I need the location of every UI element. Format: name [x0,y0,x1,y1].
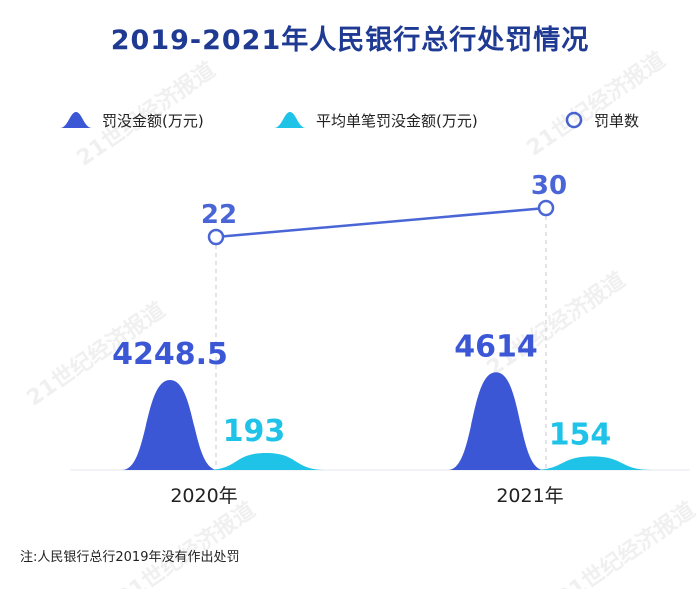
area-fine-amount [122,380,218,470]
legend-label-avg-fine: 平均单笔罚没金额(万元) [316,111,478,130]
label-ticket-count: 22 [201,200,237,230]
legend-swatch-fine-amount [60,112,92,128]
watermark-text: 21世纪经济报道 [112,497,260,589]
legend-swatch-ticket-count [565,111,583,129]
legend-item-fine-amount: 罚没金额(万元) [58,107,204,133]
label-fine-amount: 4614 [454,329,538,364]
series-line-ticket-count [215,206,547,239]
marker-ticket-count [207,228,225,246]
area-avg-fine [532,456,652,470]
label-fine-amount: 4248.5 [112,337,228,372]
area-fine-amount [448,372,544,470]
watermark-text: 21世纪经济报道 [72,57,220,172]
label-avg-fine: 193 [223,414,286,449]
label-ticket-count: 30 [531,171,567,201]
watermark-text: 21世纪经济报道 [482,267,630,382]
legend-item-avg-fine: 平均单笔罚没金额(万元) [272,107,478,133]
watermark-text: 21世纪经济报道 [552,497,700,589]
watermark-layer: 21世纪经济报道 21世纪经济报道 21世纪经济报道 21世纪经济报道 21世纪经济报道… [22,47,700,589]
label-avg-fine: 154 [549,417,612,452]
marker-ticket-count [537,199,555,217]
footnote: 注:人民银行总行2019年没有作出处罚 [20,550,240,565]
watermark-text: 21世纪经济报道 [522,47,670,162]
x-tick-label: 2021年 [496,485,563,507]
area-avg-fine [206,453,326,470]
chart-title: 2019-2021年人民银行总行处罚情况 [110,25,590,56]
legend-label-fine-amount: 罚没金额(万元) [102,111,204,130]
x-tick-label: 2020年 [170,485,237,507]
legend-label-ticket-count: 罚单数 [594,111,640,130]
legend-item-ticket-count: 罚单数 [564,107,639,133]
legend-swatch-avg-fine [274,112,306,128]
